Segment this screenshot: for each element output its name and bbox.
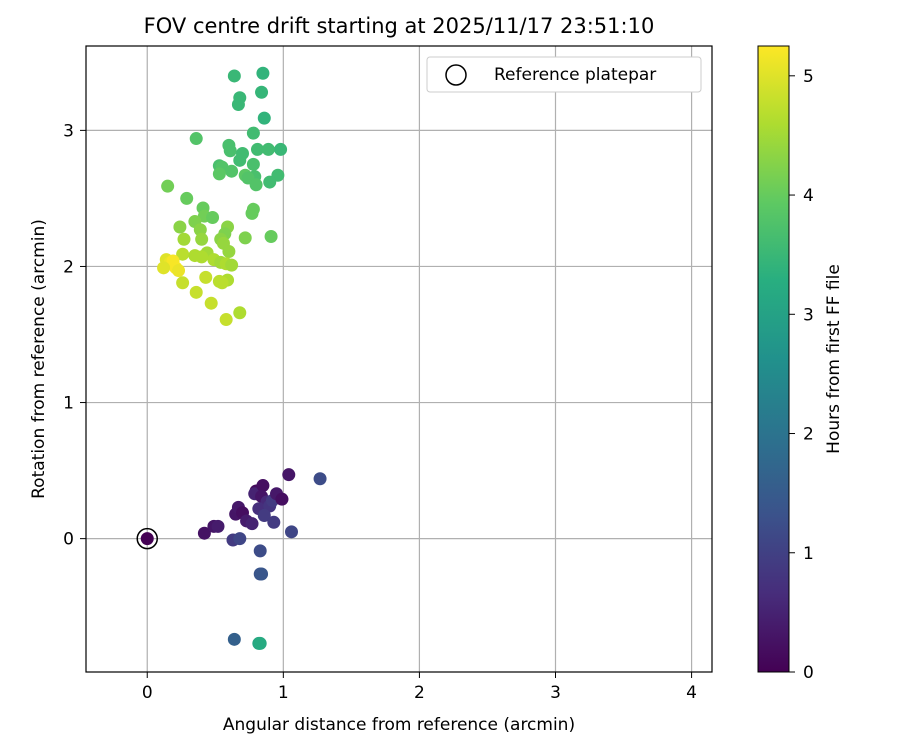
data-point (223, 144, 237, 158)
y-tick-label: 3 (63, 121, 74, 141)
data-point (246, 126, 260, 140)
y-tick-label: 1 (63, 394, 74, 414)
data-point (245, 206, 259, 220)
data-point (225, 258, 239, 272)
legend-box (426, 56, 702, 93)
data-point (233, 153, 247, 167)
data-point (255, 567, 269, 581)
legend: Reference platepar (426, 56, 702, 93)
colorbar-tick-label: 4 (803, 186, 814, 206)
x-tick-label: 3 (550, 683, 561, 703)
data-point (225, 164, 239, 178)
data-point (211, 519, 225, 533)
data-point (233, 532, 247, 546)
legend-marker (445, 64, 467, 86)
chart-title: FOV centre drift starting at 2025/11/17 … (144, 14, 655, 38)
grid-lines (86, 46, 712, 672)
data-point (176, 276, 190, 290)
colorbar-ticks: 0 1 2 3 4 5 (789, 67, 814, 683)
data-point (255, 85, 269, 99)
data-point (274, 142, 288, 156)
data-point (233, 306, 247, 320)
colorbar-tick-label: 3 (803, 305, 814, 325)
colorbar-tick-label: 5 (803, 67, 814, 87)
reference-ring (136, 527, 158, 550)
data-point (264, 230, 278, 244)
data-point (173, 220, 187, 234)
data-point (157, 261, 171, 275)
data-point (245, 517, 259, 531)
data-point (227, 632, 241, 646)
data-point (195, 232, 209, 246)
y-tick-label: 2 (63, 257, 74, 277)
data-point (197, 526, 211, 540)
data-point (231, 98, 245, 112)
colorbar-gradient (757, 45, 790, 673)
data-point (199, 270, 213, 284)
plot-area-frame (85, 45, 713, 673)
data-point (246, 157, 260, 171)
data-point (222, 244, 236, 258)
data-point (257, 509, 271, 522)
data-point (177, 232, 191, 246)
data-point (284, 525, 298, 539)
colorbar-tick-label: 1 (803, 544, 814, 564)
data-point (253, 636, 267, 650)
data-point (238, 231, 252, 245)
data-point (176, 247, 190, 261)
data-point (249, 178, 263, 192)
data-point (193, 223, 207, 237)
legend-label: Reference platepar (494, 65, 656, 85)
data-point (257, 111, 271, 125)
x-tick-label: 0 (142, 683, 153, 703)
x-tick-label: 1 (278, 683, 289, 703)
data-point (250, 142, 264, 156)
data-point (263, 175, 277, 189)
x-tick-label: 2 (414, 683, 425, 703)
data-point (172, 264, 186, 278)
data-points (136, 66, 327, 650)
data-point (215, 276, 229, 290)
data-point (219, 313, 233, 327)
data-point (161, 179, 175, 193)
axis-ticks: 0 1 2 3 4 0 1 2 3 (63, 121, 697, 703)
data-point (189, 132, 203, 146)
data-point (267, 515, 281, 529)
y-axis-label: Rotation from reference (arcmin) (29, 219, 49, 499)
data-point (282, 468, 296, 482)
colorbar-label: Hours from first FF file (824, 264, 844, 454)
data-point (180, 191, 194, 205)
data-point (275, 492, 289, 506)
x-axis-label: Angular distance from reference (arcmin) (223, 715, 575, 735)
data-point (227, 69, 241, 83)
data-point (313, 472, 327, 486)
y-tick-label: 0 (63, 530, 74, 550)
data-point (195, 250, 209, 264)
colorbar-tick-label: 2 (803, 425, 814, 445)
reference-point (140, 532, 154, 546)
colorbar: 0 1 2 3 4 5 Hours from first FF file (757, 45, 844, 683)
data-point (261, 142, 275, 156)
colorbar-tick-label: 0 (803, 663, 814, 683)
x-tick-label: 4 (686, 683, 697, 703)
data-point (206, 210, 220, 224)
data-point (189, 285, 203, 299)
data-point (253, 544, 267, 558)
data-point (204, 296, 218, 310)
data-point (212, 167, 226, 181)
data-point (256, 66, 270, 80)
data-point (256, 479, 270, 493)
